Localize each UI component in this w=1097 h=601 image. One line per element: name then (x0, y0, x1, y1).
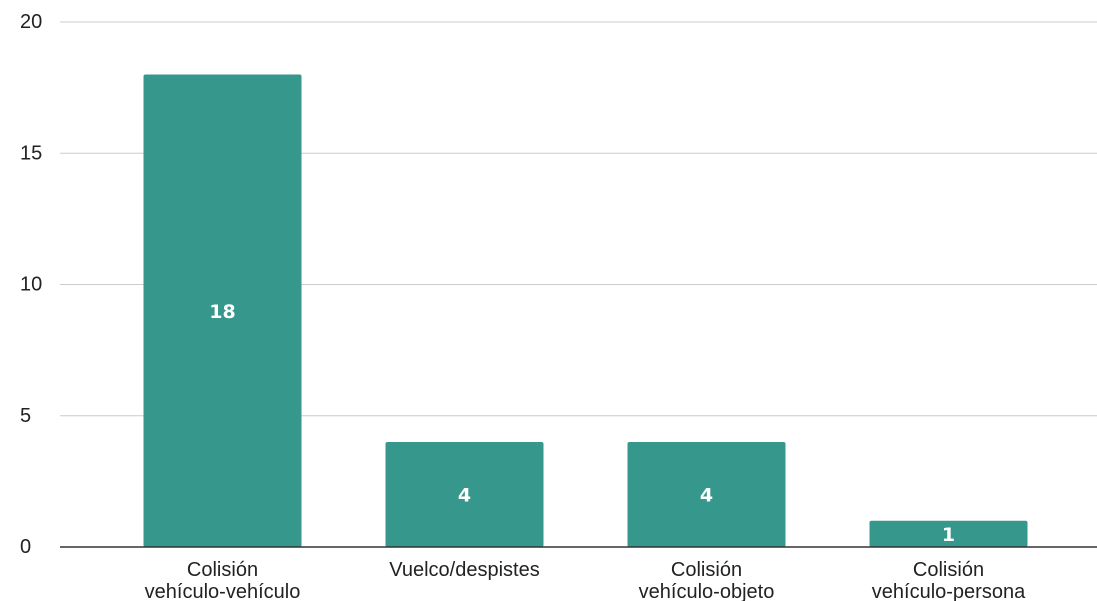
x-category-label-line: Colisión (671, 559, 742, 581)
bar (627, 442, 786, 547)
y-axis-tick-labels: 0 5 10 15 20 (20, 11, 42, 558)
x-category-label: Colisión vehículo-vehículo (145, 559, 301, 601)
x-category-label-line: Colisión (913, 559, 984, 581)
bar-data-label: 18 (209, 301, 235, 323)
bars: 18 4 4 1 (143, 74, 1028, 547)
x-category-label-line: vehículo-persona (872, 581, 1026, 601)
x-category-label: Vuelco/despistes (389, 559, 539, 581)
y-tick-label: 15 (20, 142, 42, 164)
x-category-label: Colisión vehículo-objeto (639, 559, 775, 601)
x-axis-category-labels: Colisión vehículo-vehículoVuelco/despiste… (145, 559, 1026, 601)
bar (143, 74, 302, 547)
y-tick-label: 20 (20, 11, 42, 33)
y-tick-label: 5 (20, 405, 31, 427)
x-category-label-line: vehículo-objeto (639, 581, 775, 601)
x-category-label-line: Colisión (187, 559, 258, 581)
y-tick-label: 10 (20, 274, 42, 296)
x-category-label-line: vehículo-vehículo (145, 581, 301, 601)
y-tick-label: 0 (20, 536, 31, 558)
x-category-label: Colisión vehículo-persona (872, 559, 1026, 601)
bar-data-label: 4 (700, 485, 713, 507)
bar-data-label: 1 (942, 524, 955, 546)
bar (385, 442, 544, 547)
x-category-label-line: Vuelco/despistes (389, 559, 539, 581)
bar (869, 520, 1028, 547)
bar-data-label: 4 (458, 485, 471, 507)
